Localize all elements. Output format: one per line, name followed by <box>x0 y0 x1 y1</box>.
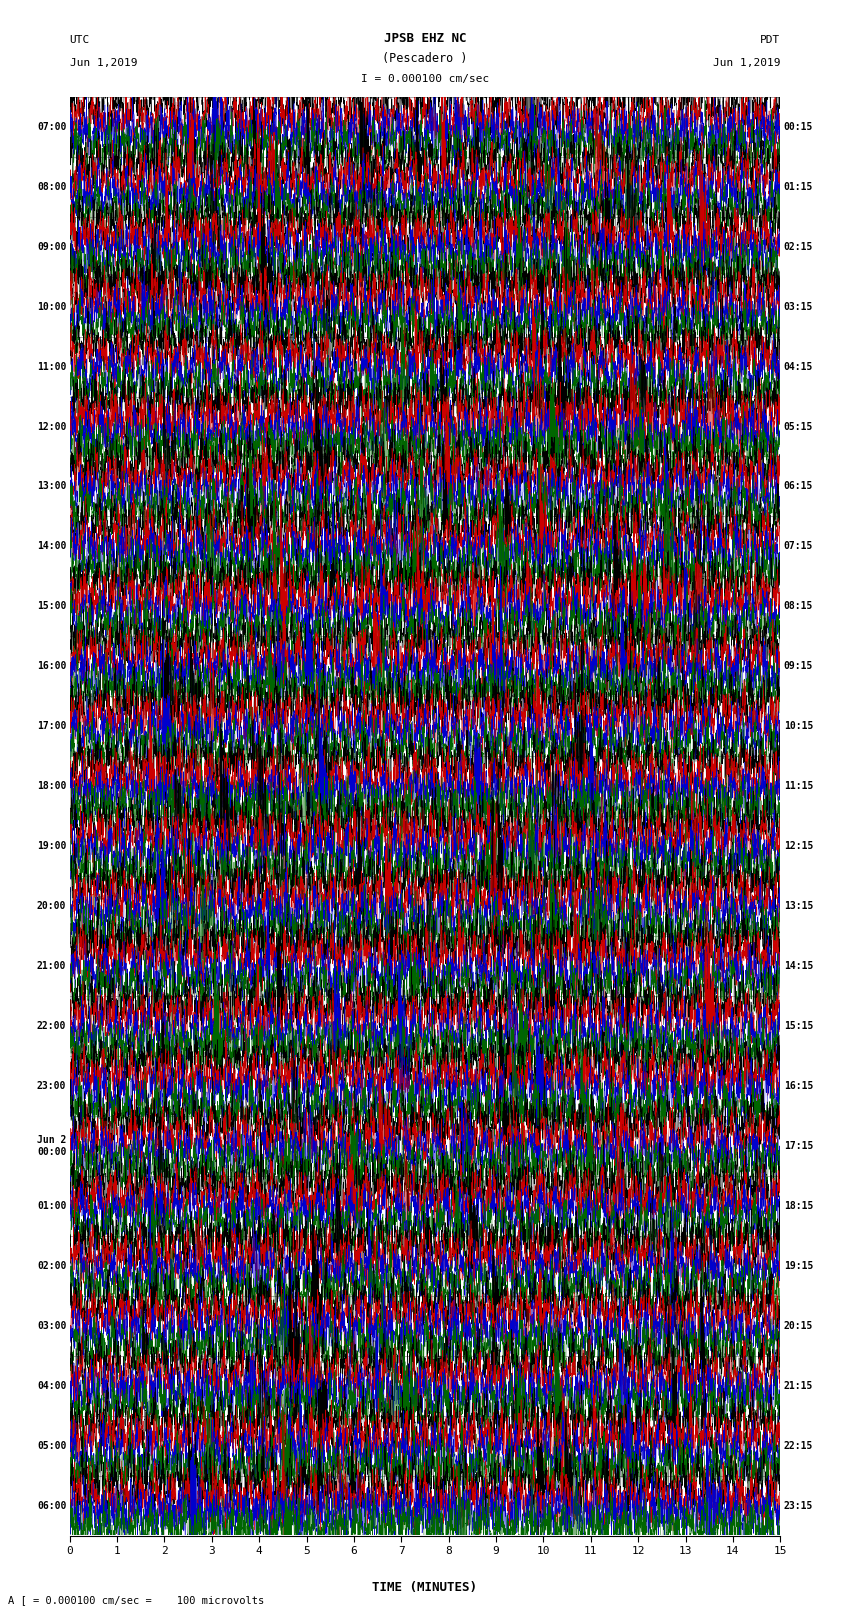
Text: 20:00: 20:00 <box>37 902 66 911</box>
Text: 14:15: 14:15 <box>784 961 813 971</box>
Text: Jun 1,2019: Jun 1,2019 <box>713 58 780 68</box>
Text: 00:15: 00:15 <box>784 121 813 132</box>
Text: 18:00: 18:00 <box>37 781 66 792</box>
Text: 11:15: 11:15 <box>784 781 813 792</box>
Text: A [ = 0.000100 cm/sec =    100 microvolts: A [ = 0.000100 cm/sec = 100 microvolts <box>8 1595 264 1605</box>
Text: 12:00: 12:00 <box>37 421 66 432</box>
Text: 02:15: 02:15 <box>784 242 813 252</box>
Text: 20:15: 20:15 <box>784 1321 813 1331</box>
Text: Jun 2
00:00: Jun 2 00:00 <box>37 1136 66 1157</box>
Text: 06:15: 06:15 <box>784 481 813 492</box>
Text: (Pescadero ): (Pescadero ) <box>382 52 468 65</box>
Text: 22:15: 22:15 <box>784 1440 813 1450</box>
Text: 10:15: 10:15 <box>784 721 813 731</box>
Text: TIME (MINUTES): TIME (MINUTES) <box>372 1581 478 1594</box>
Text: 03:15: 03:15 <box>784 302 813 311</box>
Text: 19:00: 19:00 <box>37 840 66 852</box>
Text: 14:00: 14:00 <box>37 542 66 552</box>
Text: 09:15: 09:15 <box>784 661 813 671</box>
Text: 04:15: 04:15 <box>784 361 813 371</box>
Text: 16:00: 16:00 <box>37 661 66 671</box>
Text: 09:00: 09:00 <box>37 242 66 252</box>
Text: 11:00: 11:00 <box>37 361 66 371</box>
Text: UTC: UTC <box>70 35 90 45</box>
Text: 18:15: 18:15 <box>784 1200 813 1211</box>
Text: 04:00: 04:00 <box>37 1381 66 1390</box>
Text: 10:00: 10:00 <box>37 302 66 311</box>
Text: 05:00: 05:00 <box>37 1440 66 1450</box>
Text: 16:15: 16:15 <box>784 1081 813 1090</box>
Text: 15:00: 15:00 <box>37 602 66 611</box>
Text: 03:00: 03:00 <box>37 1321 66 1331</box>
Text: JPSB EHZ NC: JPSB EHZ NC <box>383 32 467 45</box>
Text: 13:00: 13:00 <box>37 481 66 492</box>
Text: 23:15: 23:15 <box>784 1500 813 1511</box>
Text: Jun 1,2019: Jun 1,2019 <box>70 58 137 68</box>
Text: 01:00: 01:00 <box>37 1200 66 1211</box>
Text: 07:00: 07:00 <box>37 121 66 132</box>
Text: 17:00: 17:00 <box>37 721 66 731</box>
Text: PDT: PDT <box>760 35 780 45</box>
Text: 15:15: 15:15 <box>784 1021 813 1031</box>
Text: 06:00: 06:00 <box>37 1500 66 1511</box>
Text: 02:00: 02:00 <box>37 1261 66 1271</box>
Text: 23:00: 23:00 <box>37 1081 66 1090</box>
Text: I = 0.000100 cm/sec: I = 0.000100 cm/sec <box>361 74 489 84</box>
Text: 08:15: 08:15 <box>784 602 813 611</box>
Text: 08:00: 08:00 <box>37 182 66 192</box>
Text: 21:15: 21:15 <box>784 1381 813 1390</box>
Text: 05:15: 05:15 <box>784 421 813 432</box>
Text: 21:00: 21:00 <box>37 961 66 971</box>
Text: 13:15: 13:15 <box>784 902 813 911</box>
Text: 19:15: 19:15 <box>784 1261 813 1271</box>
Text: 01:15: 01:15 <box>784 182 813 192</box>
Text: 17:15: 17:15 <box>784 1140 813 1152</box>
Text: 07:15: 07:15 <box>784 542 813 552</box>
Text: 12:15: 12:15 <box>784 840 813 852</box>
Text: 22:00: 22:00 <box>37 1021 66 1031</box>
